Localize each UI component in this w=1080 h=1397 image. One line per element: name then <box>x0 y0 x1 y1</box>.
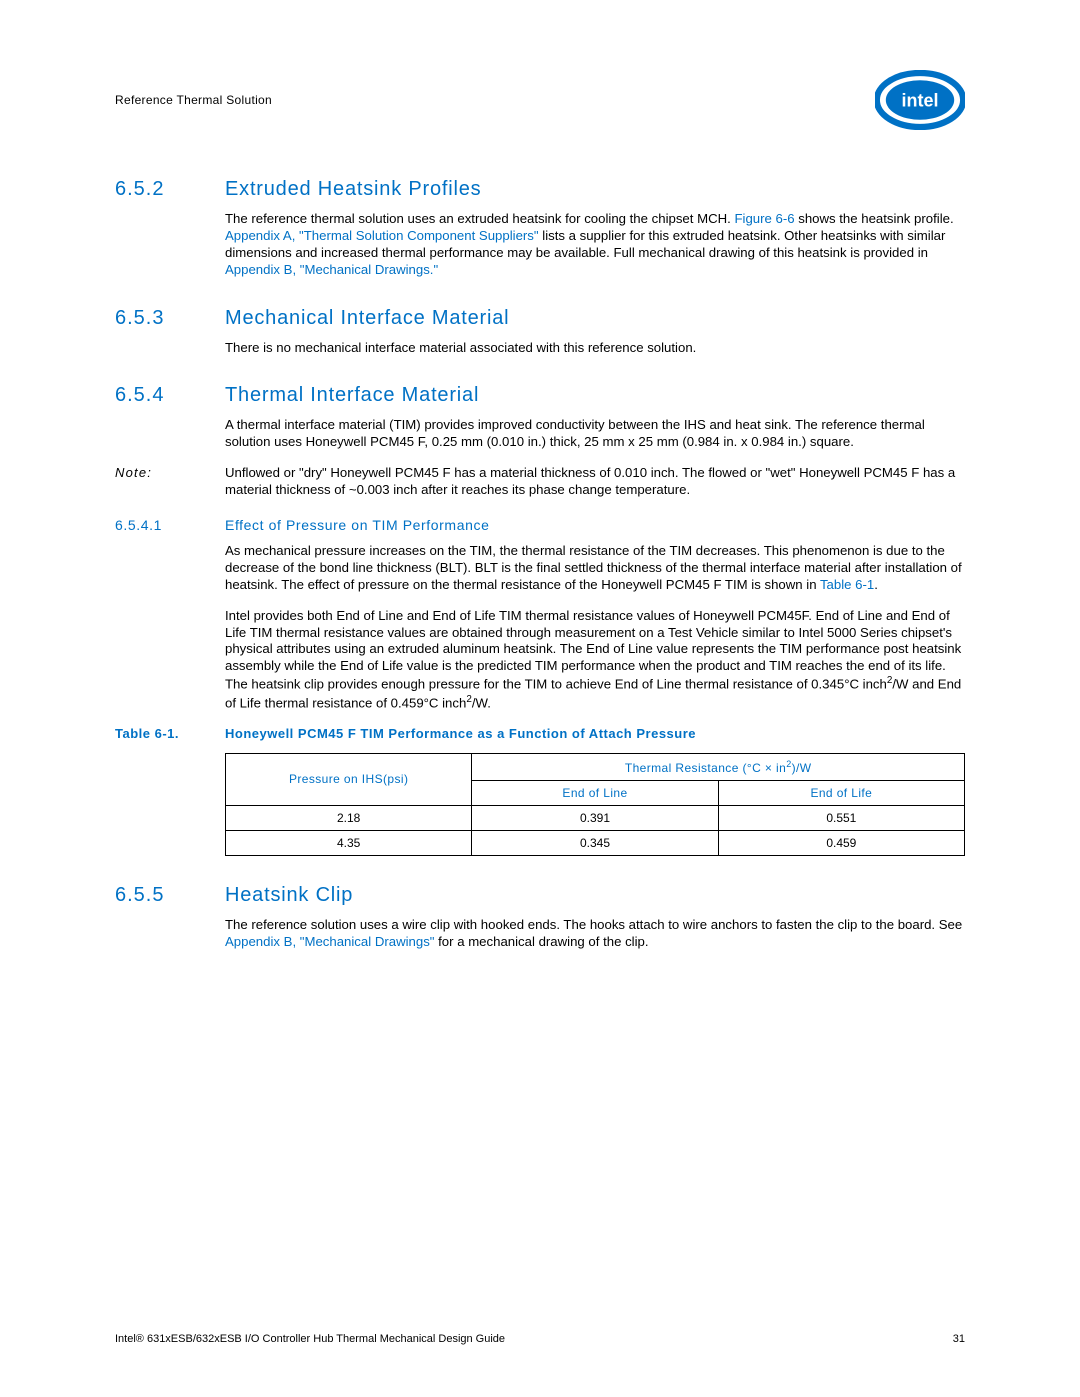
text: /W. <box>472 695 491 710</box>
col-end-of-line-header: End of Line <box>472 780 718 805</box>
section-heading: 6.5.5 Heatsink Clip <box>115 884 965 907</box>
figure-link[interactable]: Figure 6-6 <box>734 211 794 226</box>
text: Intel provides both End of Line and End … <box>225 608 961 692</box>
section-number: 6.5.3 <box>115 307 225 330</box>
cell-pressure: 4.35 <box>226 830 472 855</box>
subsection-heading: 6.5.4.1 Effect of Pressure on TIM Perfor… <box>115 517 965 533</box>
section-title: Extruded Heatsink Profiles <box>225 178 481 201</box>
paragraph: Intel provides both End of Line and End … <box>225 608 965 712</box>
page-footer: Intel® 631xESB/632xESB I/O Controller Hu… <box>115 1333 965 1345</box>
paragraph: As mechanical pressure increases on the … <box>225 543 965 594</box>
table-row: 2.18 0.391 0.551 <box>226 805 965 830</box>
appendix-a-link[interactable]: Appendix A, "Thermal Solution Component … <box>225 228 539 243</box>
section-heading: 6.5.3 Mechanical Interface Material <box>115 307 965 330</box>
page: Reference Thermal Solution intel 6.5.2 E… <box>0 0 1080 1397</box>
text: . <box>874 577 878 592</box>
cell-end-of-life: 0.459 <box>718 830 964 855</box>
col-pressure-header: Pressure on IHS(psi) <box>226 753 472 805</box>
section-title: Thermal Interface Material <box>225 384 479 407</box>
section-6-5-5: 6.5.5 Heatsink Clip The reference soluti… <box>115 884 965 951</box>
appendix-b-link[interactable]: Appendix B, "Mechanical Drawings." <box>225 262 438 277</box>
subsection-number: 6.5.4.1 <box>115 517 225 533</box>
cell-end-of-line: 0.391 <box>472 805 718 830</box>
note: Note: Unflowed or "dry" Honeywell PCM45 … <box>115 465 965 499</box>
section-title: Mechanical Interface Material <box>225 307 509 330</box>
appendix-b-link[interactable]: Appendix B, "Mechanical Drawings" <box>225 934 434 949</box>
text: Thermal Resistance (°C × in <box>625 761 786 775</box>
paragraph: There is no mechanical interface materia… <box>225 340 965 357</box>
table-header-row: Pressure on IHS(psi) Thermal Resistance … <box>226 753 965 780</box>
table-caption-text: Honeywell PCM45 F TIM Performance as a F… <box>225 726 696 741</box>
section-heading: 6.5.2 Extruded Heatsink Profiles <box>115 178 965 201</box>
page-header: Reference Thermal Solution intel <box>115 70 965 130</box>
section-heading: 6.5.4 Thermal Interface Material <box>115 384 965 407</box>
svg-text:intel: intel <box>901 90 938 110</box>
intel-logo-icon: intel <box>875 70 965 130</box>
cell-pressure: 2.18 <box>226 805 472 830</box>
paragraph: The reference thermal solution uses an e… <box>225 211 965 279</box>
paragraph: The reference solution uses a wire clip … <box>225 917 965 951</box>
section-number: 6.5.4 <box>115 384 225 407</box>
text: shows the heatsink profile. <box>795 211 954 226</box>
table-link[interactable]: Table 6-1 <box>820 577 874 592</box>
text: The reference solution uses a wire clip … <box>225 917 962 932</box>
text: for a mechanical drawing of the clip. <box>434 934 648 949</box>
note-label: Note: <box>115 465 225 480</box>
col-group-header: Thermal Resistance (°C × in2)/W <box>472 753 965 780</box>
footer-doc-title: Intel® 631xESB/632xESB I/O Controller Hu… <box>115 1333 505 1345</box>
paragraph: A thermal interface material (TIM) provi… <box>225 417 965 451</box>
text: )/W <box>792 761 812 775</box>
text: The reference thermal solution uses an e… <box>225 211 734 226</box>
section-6-5-2: 6.5.2 Extruded Heatsink Profiles The ref… <box>115 178 965 279</box>
cell-end-of-line: 0.345 <box>472 830 718 855</box>
table-caption: Table 6-1. Honeywell PCM45 F TIM Perform… <box>115 726 965 741</box>
section-6-5-3: 6.5.3 Mechanical Interface Material Ther… <box>115 307 965 357</box>
note-text: Unflowed or "dry" Honeywell PCM45 F has … <box>225 465 965 499</box>
section-6-5-4: 6.5.4 Thermal Interface Material A therm… <box>115 384 965 855</box>
running-head-text: Reference Thermal Solution <box>115 93 272 107</box>
tim-performance-table: Pressure on IHS(psi) Thermal Resistance … <box>225 753 965 856</box>
cell-end-of-life: 0.551 <box>718 805 964 830</box>
footer-page-number: 31 <box>953 1333 965 1345</box>
table-row: 4.35 0.345 0.459 <box>226 830 965 855</box>
table-caption-number: Table 6-1. <box>115 726 225 741</box>
section-number: 6.5.2 <box>115 178 225 201</box>
subsection-title: Effect of Pressure on TIM Performance <box>225 517 489 533</box>
col-end-of-life-header: End of Life <box>718 780 964 805</box>
section-title: Heatsink Clip <box>225 884 353 907</box>
section-number: 6.5.5 <box>115 884 225 907</box>
